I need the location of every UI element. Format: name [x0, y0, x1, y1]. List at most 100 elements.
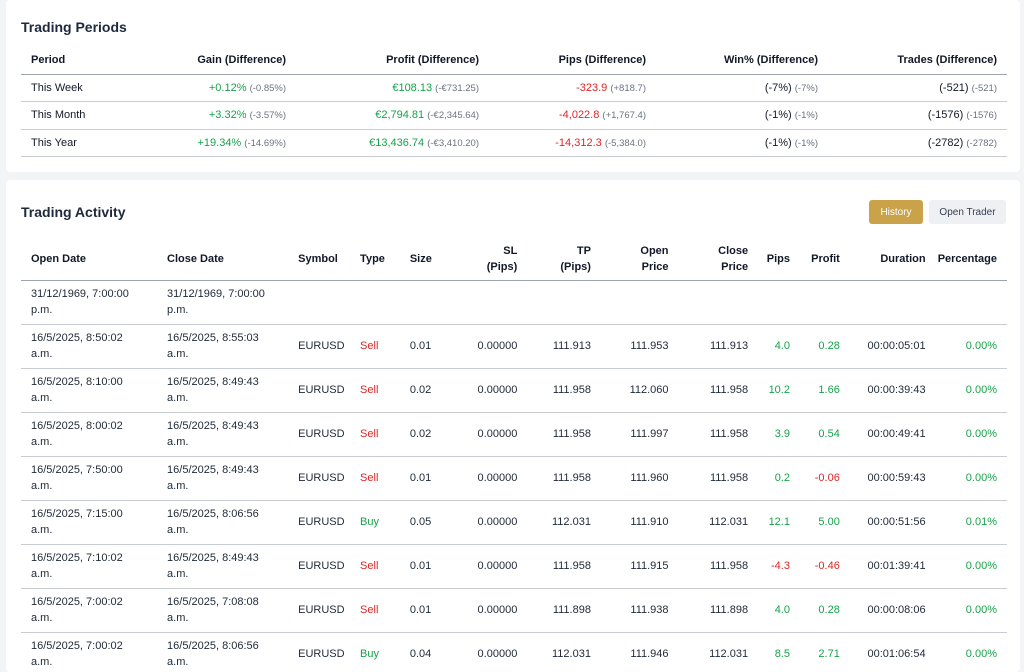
profit-difference: (-€3,410.20) — [427, 137, 479, 149]
sl-cell: 0.00000 — [443, 412, 524, 457]
open-date-line1: 16/5/2025, 7:00:02 — [31, 596, 123, 608]
pips-difference: (+1,767.4) — [602, 110, 646, 122]
tp-cell: 111.958 — [523, 544, 597, 589]
profit-cell: 0.28 — [795, 324, 846, 369]
period-value: This Month — [31, 109, 86, 122]
pips-value: -323.9 — [576, 81, 608, 94]
close-date-line1: 16/5/2025, 8:49:43 — [167, 376, 259, 388]
symbol-cell: EURUSD — [292, 632, 355, 672]
period-value: This Week — [31, 81, 83, 94]
tp-cell: 112.031 — [523, 500, 597, 545]
percentage-cell: 0.00% — [931, 324, 1007, 369]
win-value: (-1%) — [764, 136, 792, 149]
empty-cell — [596, 280, 675, 325]
duration-cell: 00:01:06:54 — [845, 632, 932, 672]
open-date-line2: a.m. — [31, 392, 53, 404]
profit-cell: 5.00 — [795, 500, 846, 545]
header-open-price-line1: Open — [640, 244, 669, 257]
type-cell: Sell — [354, 544, 404, 589]
pips-difference: (+818.7) — [610, 82, 646, 94]
open-date-line1: 16/5/2025, 8:10:00 — [31, 376, 123, 388]
open-date-line1: 16/5/2025, 8:50:02 — [31, 332, 123, 344]
profit-cell: 0.54 — [795, 412, 846, 457]
tp-cell: 111.898 — [523, 588, 597, 633]
pips-cell: 3.9 — [754, 412, 796, 457]
profit-difference: (-€2,345.64) — [427, 110, 479, 122]
close-date-line2: p.m. — [167, 304, 189, 316]
header-open-price: Open Price — [596, 238, 675, 281]
trades-value: (-2782) — [927, 136, 964, 149]
period-value: This Year — [31, 136, 77, 149]
trades-cell: (-521) (-521) — [828, 74, 1007, 102]
win-cell: (-7%) (-7%) — [656, 74, 828, 102]
close-date-line2: a.m. — [167, 436, 189, 448]
profit-cell: 2.71 — [795, 632, 846, 672]
header-type: Type — [354, 238, 404, 281]
sl-cell: 0.00000 — [443, 632, 524, 672]
trades-difference: (-521) — [971, 82, 997, 94]
table-row: 16/5/2025, 8:00:02 a.m. 16/5/2025, 8:49:43… — [21, 412, 1007, 457]
close-date-line1: 16/5/2025, 7:08:08 — [167, 596, 259, 608]
close-date-cell: 16/5/2025, 8:06:56 a.m. — [157, 500, 293, 545]
close-price-cell: 112.031 — [674, 500, 755, 545]
percentage-cell: 0.00% — [931, 456, 1007, 501]
open-date-cell: 16/5/2025, 7:00:02 a.m. — [21, 588, 158, 633]
trades-difference: (-2782) — [966, 137, 997, 149]
duration-cell: 00:00:49:41 — [845, 412, 932, 457]
trading-activity-table: Open Date Close Date Symbol Type Size SL… — [21, 238, 1007, 672]
open-date-line2: a.m. — [31, 348, 53, 360]
open-date-cell: 16/5/2025, 7:00:02 a.m. — [21, 632, 158, 672]
periods-header-row: Period Gain (Difference) Profit (Differe… — [21, 46, 1007, 75]
open-date-cell: 16/5/2025, 7:15:00 a.m. — [21, 500, 158, 545]
pips-value: -14,312.3 — [555, 136, 602, 149]
empty-cell — [754, 280, 796, 325]
percentage-cell: 0.00% — [931, 412, 1007, 457]
size-cell: 0.01 — [403, 588, 444, 633]
win-difference: (-1%) — [794, 110, 818, 122]
trading-activity-title: Trading Activity — [21, 204, 126, 220]
empty-cell — [523, 280, 597, 325]
sl-cell: 0.00000 — [443, 456, 524, 501]
header-open-price-line2: Price — [641, 260, 669, 273]
close-date-cell: 16/5/2025, 8:49:43 a.m. — [157, 544, 293, 589]
gain-value: +3.32% — [208, 109, 247, 122]
open-date-line1: 16/5/2025, 7:10:02 — [31, 552, 123, 564]
symbol-cell: EURUSD — [292, 368, 355, 413]
open-date-cell: 16/5/2025, 8:50:02 a.m. — [21, 324, 158, 369]
duration-cell: 00:00:59:43 — [845, 456, 932, 501]
close-price-cell: 111.958 — [674, 544, 755, 589]
tp-cell: 111.913 — [523, 324, 597, 369]
tp-cell: 112.031 — [523, 632, 597, 672]
pips-cell: 4.0 — [754, 588, 796, 633]
header-tp-line1: TP — [576, 244, 591, 257]
table-row: 16/5/2025, 8:50:02 a.m. 16/5/2025, 8:55:03… — [21, 324, 1007, 369]
empty-cell — [845, 280, 932, 325]
close-date-line1: 16/5/2025, 8:49:43 — [167, 420, 259, 432]
close-price-cell: 111.913 — [674, 324, 755, 369]
close-date-cell: 16/5/2025, 8:49:43 a.m. — [157, 456, 293, 501]
empty-cell — [292, 280, 355, 325]
header-trades: Trades (Difference) — [828, 46, 1007, 75]
type-cell: Buy — [354, 632, 404, 672]
history-button[interactable]: History — [869, 200, 923, 224]
tp-cell: 111.958 — [523, 368, 597, 413]
empty-cell — [674, 280, 755, 325]
gain-cell: +0.12% (-0.85%) — [171, 74, 296, 102]
size-cell: 0.02 — [403, 412, 444, 457]
close-date-line2: a.m. — [167, 568, 189, 580]
open-trader-button[interactable]: Open Trader — [929, 200, 1006, 224]
open-price-cell: 111.960 — [596, 456, 675, 501]
open-price-cell: 111.915 — [596, 544, 675, 589]
table-row: 16/5/2025, 7:00:02 a.m. 16/5/2025, 8:06:56… — [21, 632, 1007, 672]
profit-cell: €108.13 (-€731.25) — [296, 74, 489, 102]
open-date-line2: a.m. — [31, 612, 53, 624]
pips-cell: 0.2 — [754, 456, 796, 501]
profit-cell: -0.06 — [795, 456, 846, 501]
header-profit: Profit — [795, 238, 846, 281]
sl-cell: 0.00000 — [443, 324, 524, 369]
close-date-cell: 16/5/2025, 8:49:43 a.m. — [157, 368, 293, 413]
close-date-cell: 16/5/2025, 8:06:56 a.m. — [157, 632, 293, 672]
close-price-cell: 111.958 — [674, 456, 755, 501]
duration-cell: 00:00:08:06 — [845, 588, 932, 633]
profit-value: €108.13 — [392, 81, 433, 94]
